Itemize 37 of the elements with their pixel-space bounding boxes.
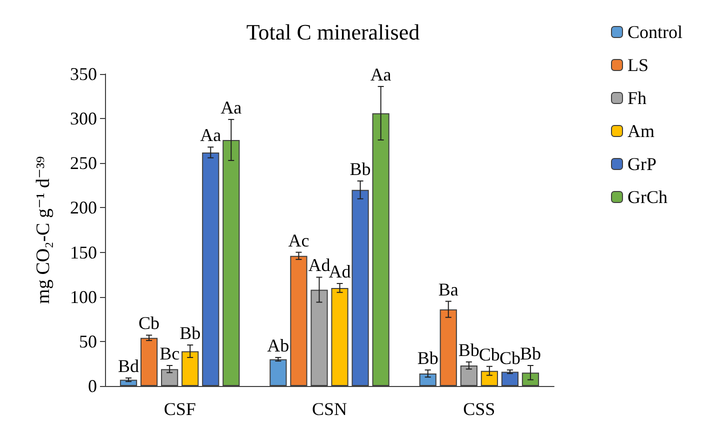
y-tick-label: 350 <box>70 64 97 84</box>
legend-label: Control <box>628 22 683 42</box>
y-tick-label: 300 <box>70 108 97 129</box>
data-label: Cb <box>499 348 520 368</box>
data-label: Cb <box>478 344 500 364</box>
chart-title: Total C mineralised <box>246 20 420 44</box>
data-label: Bb <box>458 340 480 360</box>
data-label: Ba <box>438 279 458 300</box>
legend-label: LS <box>628 55 649 75</box>
data-label: Bb <box>180 322 201 343</box>
y-tick-label: 200 <box>70 198 97 218</box>
data-label: Ac <box>288 230 310 250</box>
data-label: Cb <box>138 313 160 334</box>
data-label: Bc <box>160 343 180 364</box>
data-label: Bd <box>118 356 140 376</box>
data-label: Ab <box>267 335 290 356</box>
data-label: Bb <box>417 348 438 368</box>
data-label: Ad <box>308 255 330 276</box>
data-label: Aa <box>220 97 242 118</box>
data-label: Bb <box>350 158 371 179</box>
y-axis-title: mg CO₂-C g⁻¹ d⁻³⁹ <box>33 156 54 304</box>
legend-label: Fh <box>628 88 647 108</box>
x-tick-label: CSF <box>164 399 196 419</box>
data-label: Aa <box>370 64 392 84</box>
y-tick-label: 100 <box>70 286 97 307</box>
y-tick-label: 0 <box>88 376 97 396</box>
legend-label: GrP <box>628 154 657 174</box>
data-label: Bb <box>520 343 541 364</box>
data-label: Ad <box>328 261 351 282</box>
y-tick-label: 250 <box>70 153 97 174</box>
y-tick-label: 50 <box>79 331 97 352</box>
data-label: Aa <box>200 125 222 146</box>
legend-label: GrCh <box>628 187 668 207</box>
y-tick-label: 150 <box>70 242 97 262</box>
legend-label: Am <box>628 121 654 141</box>
x-tick-label: CSS <box>463 399 496 419</box>
x-tick-label: CSN <box>312 399 348 419</box>
